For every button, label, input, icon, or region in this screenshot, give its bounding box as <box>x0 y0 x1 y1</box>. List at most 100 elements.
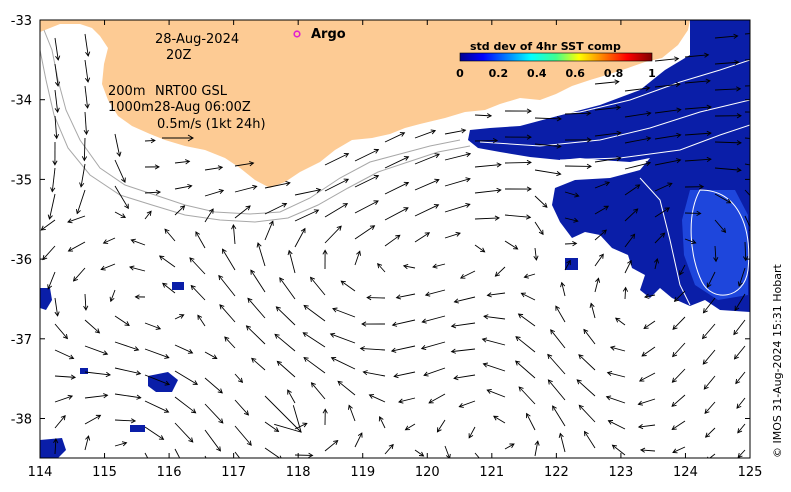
current-arrow <box>514 360 536 379</box>
current-arrow <box>534 195 548 208</box>
current-arrow <box>322 249 328 270</box>
current-arrow <box>189 257 206 275</box>
current-arrow <box>384 234 401 247</box>
current-arrow <box>40 219 56 231</box>
x-tick-label: 116 <box>157 465 182 480</box>
current-arrow <box>672 446 686 454</box>
current-arrow <box>706 271 716 289</box>
current-arrow <box>204 351 218 360</box>
current-arrow <box>384 132 406 143</box>
current-arrow <box>102 237 116 244</box>
current-arrow <box>67 215 86 224</box>
sst-patch-west-2 <box>40 438 66 458</box>
current-arrow <box>84 59 91 83</box>
current-arrow <box>144 400 170 413</box>
current-arrow <box>47 193 56 220</box>
current-arrow <box>414 153 440 165</box>
isobath-1000m <box>40 49 471 223</box>
current-arrow <box>654 56 680 62</box>
current-arrow <box>733 345 746 360</box>
y-tick-label: -38 <box>11 413 32 428</box>
current-arrow <box>414 204 440 217</box>
current-arrow <box>324 439 339 452</box>
x-tick-label: 115 <box>92 465 117 480</box>
current-arrow <box>733 319 746 336</box>
current-arrow <box>67 241 86 252</box>
current-arrow <box>218 274 236 297</box>
current-arrow <box>436 419 446 433</box>
contour-eddy <box>690 189 750 296</box>
y-tick-label: -34 <box>11 94 32 109</box>
current-arrow <box>174 205 186 216</box>
sst-patch-east <box>468 20 750 312</box>
current-arrow <box>474 215 500 221</box>
current-arrow <box>414 449 425 457</box>
sst-patch-small-1 <box>172 282 184 290</box>
current-arrow <box>594 229 607 241</box>
current-arrow <box>204 208 214 223</box>
current-arrow <box>744 33 750 35</box>
current-arrow <box>714 59 740 66</box>
current-arrow <box>256 242 266 267</box>
current-arrow <box>520 292 536 301</box>
current-arrow <box>624 233 636 248</box>
current-arrow <box>534 440 540 457</box>
current-arrow <box>144 164 160 170</box>
current-arrow <box>504 214 532 220</box>
current-arrow <box>558 432 566 453</box>
colorbar-tick-label: 0.2 <box>489 67 509 80</box>
current-arrow <box>144 348 170 359</box>
x-tick-label: 120 <box>415 465 440 480</box>
contour-3 <box>559 124 750 161</box>
current-arrow <box>564 137 592 143</box>
current-arrow <box>564 217 579 223</box>
current-arrow <box>444 177 471 187</box>
current-arrow <box>247 297 266 319</box>
current-arrow <box>264 181 291 189</box>
current-arrow <box>714 33 739 39</box>
current-arrow <box>576 379 596 397</box>
current-arrow <box>197 314 206 327</box>
scale-label: 0.5m/s (1kt 24h) <box>157 117 266 132</box>
current-arrow <box>114 133 122 158</box>
current-arrow <box>654 158 682 166</box>
current-arrow <box>486 292 506 298</box>
current-arrow <box>158 255 176 268</box>
colorbar: std dev of 4hr SST comp 0 0.2 0.4 0.6 0.8 1 <box>456 40 656 80</box>
current-arrow <box>737 423 746 434</box>
colorbar-title: std dev of 4hr SST comp <box>470 40 621 53</box>
sst-patch-small-4 <box>130 425 145 432</box>
current-arrow <box>679 264 686 276</box>
current-arrow <box>714 219 727 234</box>
y-tick-label: -37 <box>11 333 32 348</box>
current-arrow <box>50 167 56 193</box>
current-arrow <box>653 258 660 270</box>
current-arrow <box>637 398 656 406</box>
current-arrow <box>354 225 376 240</box>
current-arrow <box>84 85 90 109</box>
current-arrow <box>391 319 416 327</box>
current-arrow <box>624 136 652 144</box>
y-tick-label: -36 <box>11 253 32 268</box>
current-arrow <box>279 277 296 300</box>
current-arrow <box>534 116 562 122</box>
current-arrow <box>414 129 437 139</box>
current-arrow <box>276 360 296 378</box>
current-arrow <box>594 130 622 137</box>
current-arrow <box>384 443 394 455</box>
current-arrow <box>594 253 604 267</box>
current-arrow <box>673 290 686 302</box>
current-arrow <box>654 82 681 88</box>
current-arrow <box>324 225 342 244</box>
credit-label: © IMOS 31-Aug-2024 15:31 Hobart <box>771 264 784 458</box>
current-arrow <box>444 128 467 135</box>
current-arrow <box>654 107 682 114</box>
current-arrow <box>53 437 59 455</box>
current-arrow <box>428 393 446 404</box>
sst-patch-small-2 <box>565 258 578 270</box>
x-tick-label: 122 <box>544 465 569 480</box>
current-arrow <box>75 189 86 215</box>
current-arrow <box>547 353 566 375</box>
current-arrow <box>564 241 578 247</box>
current-arrow <box>84 345 109 356</box>
